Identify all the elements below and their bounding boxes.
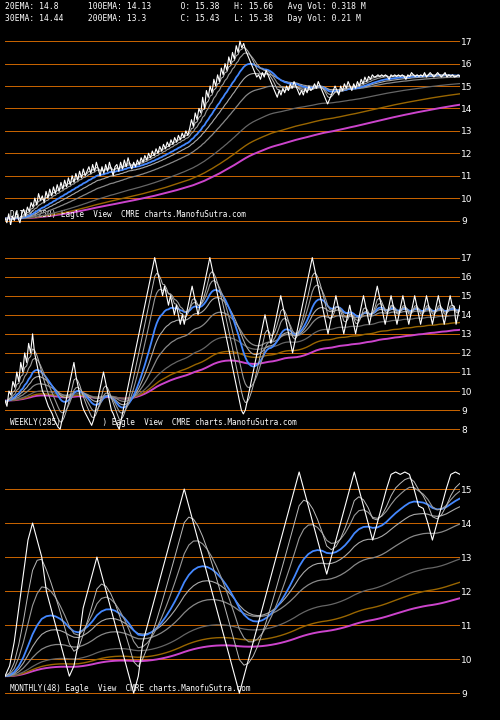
- Text: WEEKLY(285)         ) Eagle  View  CMRE charts.ManofuSutra.com: WEEKLY(285) ) Eagle View CMRE charts.Man…: [10, 418, 296, 428]
- Text: MONTHLY(48) Eagle  View  CMRE charts.ManofuSutra.com: MONTHLY(48) Eagle View CMRE charts.Manof…: [10, 684, 250, 693]
- Text: DAILY(250) Eagle  View  CMRE charts.ManofuSutra.com: DAILY(250) Eagle View CMRE charts.Manofu…: [10, 210, 246, 219]
- Text: 30EMA: 14.44     200EMA: 13.3       C: 15.43   L: 15.38   Day Vol: 0.21 M: 30EMA: 14.44 200EMA: 13.3 C: 15.43 L: 15…: [5, 14, 361, 23]
- Text: 20EMA: 14.8      100EMA: 14.13      O: 15.38   H: 15.66   Avg Vol: 0.318 M: 20EMA: 14.8 100EMA: 14.13 O: 15.38 H: 15…: [5, 2, 366, 11]
